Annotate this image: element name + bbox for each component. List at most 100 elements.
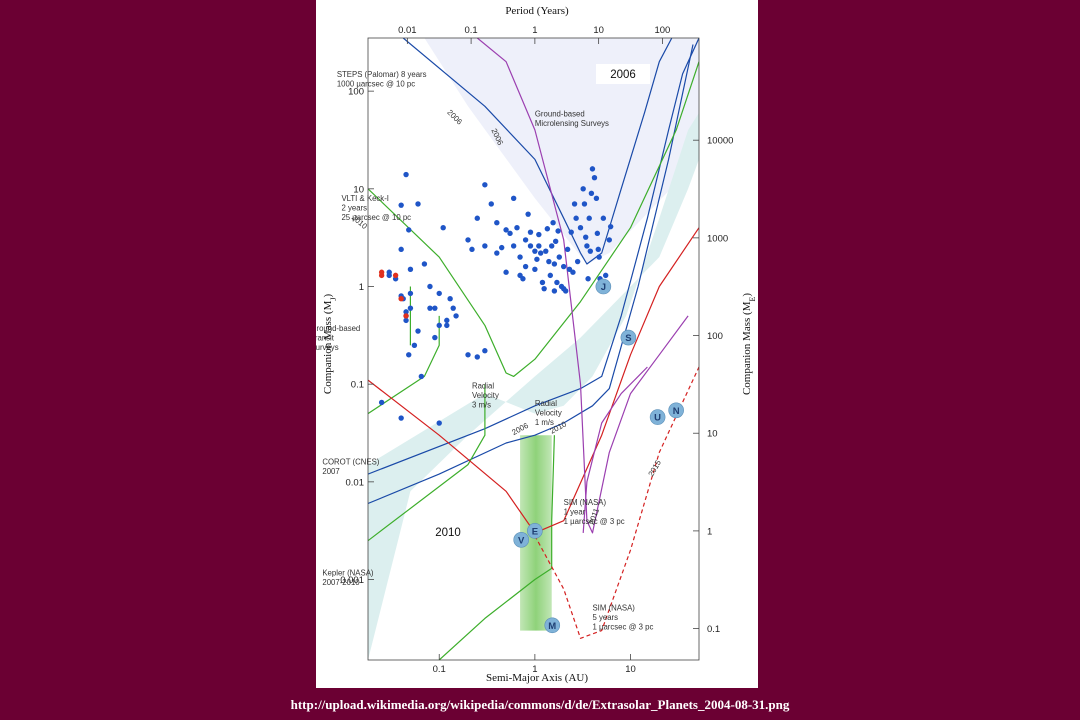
detection-regions <box>368 38 699 661</box>
exoplanet-point <box>444 322 450 329</box>
solar-planet-label-j: J <box>601 282 606 293</box>
limit-curve-11 <box>476 38 689 534</box>
solar-planet-label-u: U <box>654 413 661 424</box>
right-tick-label: 100 <box>707 331 723 342</box>
exoplanet-point <box>407 290 414 297</box>
upper-detection-region <box>368 38 699 264</box>
exoplanet-point <box>378 399 385 406</box>
exoplanet-point <box>564 246 571 253</box>
annotation-line: Ground-based <box>316 324 360 333</box>
year-box-2006-label: 2006 <box>610 69 636 81</box>
annotation-line: COROT (CNES) <box>322 458 379 467</box>
y-axis-title-text: Companion Mass (M <box>322 300 334 394</box>
exoplanet-point <box>570 269 576 275</box>
highlight-exoplanet-point <box>392 272 399 279</box>
exoplanet-point <box>494 219 500 226</box>
exoplanet-point <box>482 243 488 249</box>
limit-curve-12 <box>582 366 648 533</box>
solar-planet-u <box>649 409 666 425</box>
exoplanet-point <box>403 171 409 178</box>
exoplanet-point <box>474 215 480 221</box>
exoplanet-point <box>427 305 433 311</box>
exoplanet-point <box>596 254 602 260</box>
solar-planet-e <box>527 523 543 539</box>
annotation-line: 1 m/s <box>535 418 554 427</box>
exoplanet-point <box>541 285 547 292</box>
exoplanet-point <box>593 195 600 201</box>
exoplanet-point <box>532 248 538 254</box>
exoplanet-point <box>411 342 418 349</box>
exoplanet-point <box>494 250 500 256</box>
exoplanet-point <box>551 261 558 267</box>
exoplanet-point <box>594 230 601 237</box>
exoplanet-point <box>427 283 433 290</box>
exoplanet-point <box>522 263 529 270</box>
limit-curve-10 <box>534 366 699 639</box>
curve-year-label-7: 2015 <box>646 458 663 478</box>
solar-planet-j <box>595 278 612 295</box>
top-tick-label: 10 <box>593 25 604 36</box>
exoplanet-point <box>517 272 523 279</box>
exoplanet-point <box>585 276 591 282</box>
exoplanet-point <box>436 322 442 329</box>
exoplanet-point <box>554 279 560 286</box>
exoplanet-point <box>398 246 404 253</box>
exoplanet-point <box>407 266 414 272</box>
right-tick-label: 10 <box>707 429 718 440</box>
exoplanet-point <box>421 261 428 267</box>
limit-curve-1 <box>402 38 673 265</box>
exoplanet-point <box>551 288 558 294</box>
exoplanet-point <box>440 224 446 231</box>
y-tick-label: 0.01 <box>346 477 365 488</box>
exoplanet-point <box>527 229 534 235</box>
year-box-2006 <box>596 64 650 84</box>
y-tick-label: 10 <box>353 184 364 195</box>
annotation-line: Kepler (NASA) <box>322 568 374 577</box>
solar-planet-m <box>544 617 561 634</box>
annotation-line: SIM (NASA) <box>564 498 607 507</box>
exoplanet-point <box>403 309 409 315</box>
curve-year-label-4: 2006 <box>510 421 530 437</box>
y-axis-title: Companion Mass (MJ) <box>322 294 338 395</box>
exoplanet-point <box>544 226 551 232</box>
exoplanet-point <box>469 246 475 253</box>
y2-axis-title-close: ) <box>741 293 753 297</box>
exoplanet-point <box>415 328 421 334</box>
exoplanet-point <box>453 313 459 319</box>
exoplanet-point <box>527 243 534 249</box>
highlight-exoplanet-point <box>378 272 385 279</box>
exoplanet-point <box>539 279 546 286</box>
exoplanet-point <box>606 237 612 243</box>
y-axis-title-sub: J <box>329 298 338 301</box>
exoplanet-point <box>398 202 404 208</box>
exoplanet-point <box>415 201 421 207</box>
solar-planet-label-n: N <box>673 406 680 417</box>
axes: 0.1 1 10 0.001 0.01 0.1 1 10 100 0.01 0.1 1 10 100 0.1… <box>340 25 733 675</box>
exoplanet-point <box>571 201 578 207</box>
exoplanet-point <box>536 231 542 238</box>
limit-curve-4 <box>368 61 699 377</box>
right-tick-label: 1000 <box>707 233 728 244</box>
x-tick-label: 1 <box>532 664 537 675</box>
annotation-line: 1 year <box>564 507 586 516</box>
annotation-line: STEPS (Palomar) 8 years <box>337 70 427 79</box>
annotation-line: 2007-2010 <box>322 578 360 587</box>
annotation-line: Radial <box>472 382 494 391</box>
exoplanet-point <box>552 238 559 245</box>
annotation-line: Radial <box>535 399 557 408</box>
exoplanet-point <box>474 354 480 360</box>
exoplanet-point <box>543 248 549 254</box>
annotation-5: Radial Velocity 3 m/s <box>472 382 499 410</box>
exoplanet-point <box>432 305 438 311</box>
exoplanet-point <box>450 305 456 311</box>
solar-planet-label-m: M <box>548 621 556 632</box>
exoplanet-point <box>507 230 513 237</box>
exoplanet-point <box>581 201 588 207</box>
solar-planet-v <box>513 532 530 548</box>
annotation-line: SIM (NASA) <box>592 604 635 613</box>
exoplanet-point <box>510 195 517 201</box>
exoplanet-point <box>406 352 412 358</box>
exoplanet-point <box>522 237 529 243</box>
